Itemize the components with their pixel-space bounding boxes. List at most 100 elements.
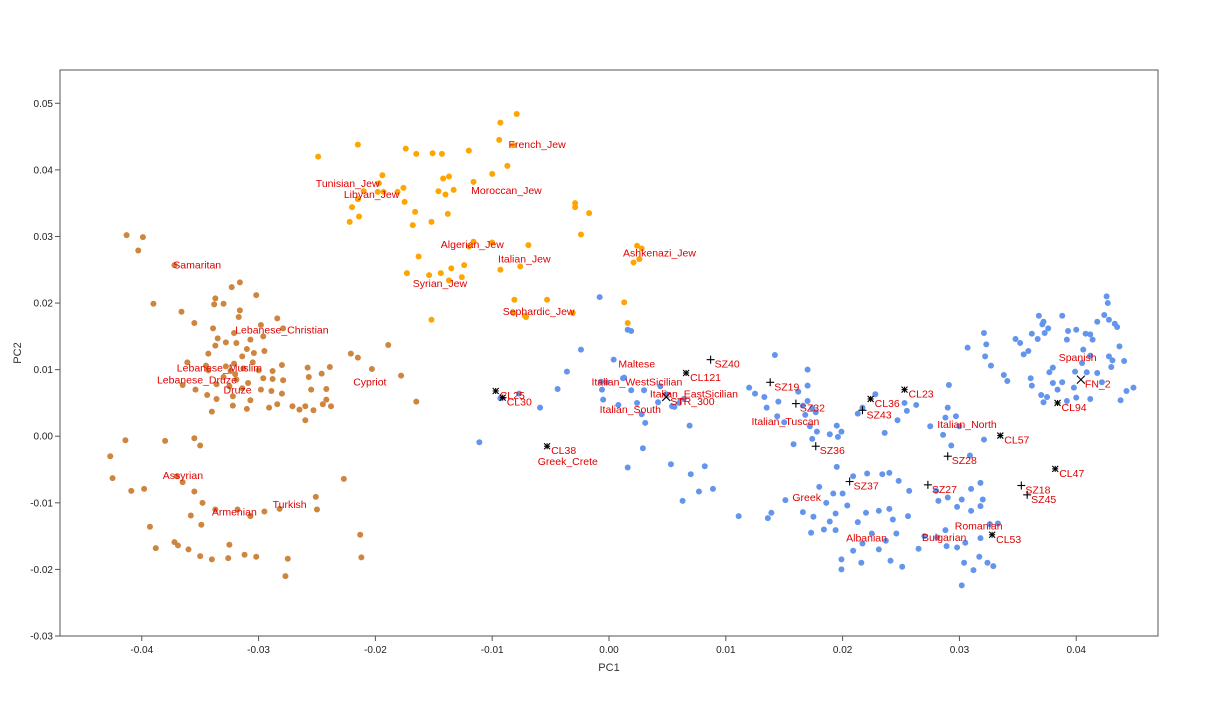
data-point [162,437,169,444]
data-point [257,386,264,393]
data-point [226,541,233,548]
data-point [790,441,797,448]
data-point [235,314,242,321]
data-point [667,461,674,468]
data-point [804,366,811,373]
data-point [379,172,386,179]
data-point [832,527,839,534]
data-point [1063,397,1070,404]
data-point [398,372,405,379]
data-point [356,213,363,220]
sample-label: FN_2 [1085,379,1111,391]
data-point [968,485,975,492]
data-point [1004,377,1011,384]
data-point [429,150,436,157]
data-point [1109,357,1116,364]
sample-label: SZ19 [774,381,799,393]
data-point [516,390,523,397]
data-point [403,270,410,277]
data-point [768,509,775,516]
data-point [523,314,530,321]
data-point [253,292,260,299]
data-point [340,475,347,482]
data-point [1098,379,1105,386]
data-point [450,186,457,193]
data-point [150,300,157,307]
data-point [276,505,283,512]
data-point [577,346,584,353]
data-point [247,397,254,404]
data-point [212,295,219,302]
data-point [222,363,229,370]
data-point [850,547,857,554]
population-label: Samaritan [173,259,221,271]
population-label: Lebanese_Christian [235,325,329,337]
data-point [445,277,452,284]
data-point [231,360,238,367]
data-point [402,145,409,152]
data-point [1017,340,1024,347]
data-point [435,188,442,195]
data-point [513,110,520,117]
data-point [465,243,472,250]
data-point [795,388,802,395]
data-point [304,364,311,371]
sample-marker [543,442,551,450]
data-point [1105,316,1112,323]
data-point [413,150,420,157]
data-point [187,512,194,519]
data-points [107,110,1137,589]
data-point [596,294,603,301]
y-tick-label: 0.01 [34,365,54,376]
data-point [586,210,593,217]
data-point [458,274,465,281]
sample-label: CL25 [500,390,525,402]
data-point [497,266,504,273]
data-point [1012,336,1019,343]
data-point [802,411,809,418]
data-point [208,556,215,563]
data-point [945,381,952,388]
sample-marker [1051,465,1059,473]
data-point [812,409,819,416]
sample-label: SZ28 [952,455,977,467]
data-point [261,348,268,355]
data-point [315,153,322,160]
data-point [212,506,219,513]
sample-marker [858,406,867,415]
data-point [354,196,361,203]
data-point [228,284,235,291]
data-point [834,433,841,440]
sample-marker [901,386,908,394]
data-point [1089,336,1096,343]
data-point [1072,368,1079,375]
data-point [199,499,206,506]
data-point [174,542,181,549]
data-point [804,382,811,389]
data-point [107,453,114,460]
data-point [886,505,893,512]
data-point [220,300,227,307]
data-point [204,391,211,398]
data-point [1073,394,1080,401]
x-tick-label: -0.03 [247,645,270,656]
data-point [109,475,116,482]
data-point [833,463,840,470]
data-point [634,242,641,249]
sample-label: CL30 [507,397,532,409]
data-point [236,307,243,314]
data-point [882,537,889,544]
data-point [1045,325,1052,332]
data-point [671,403,678,410]
data-point [956,423,963,430]
data-point [942,527,949,534]
x-tick-label: 0.04 [1066,645,1086,656]
data-point [445,173,452,180]
data-point [964,344,971,351]
data-point [942,414,949,421]
data-point [409,222,416,229]
data-point [954,544,961,551]
data-point [442,191,449,198]
data-point [236,279,243,286]
sample-marker [845,477,854,486]
